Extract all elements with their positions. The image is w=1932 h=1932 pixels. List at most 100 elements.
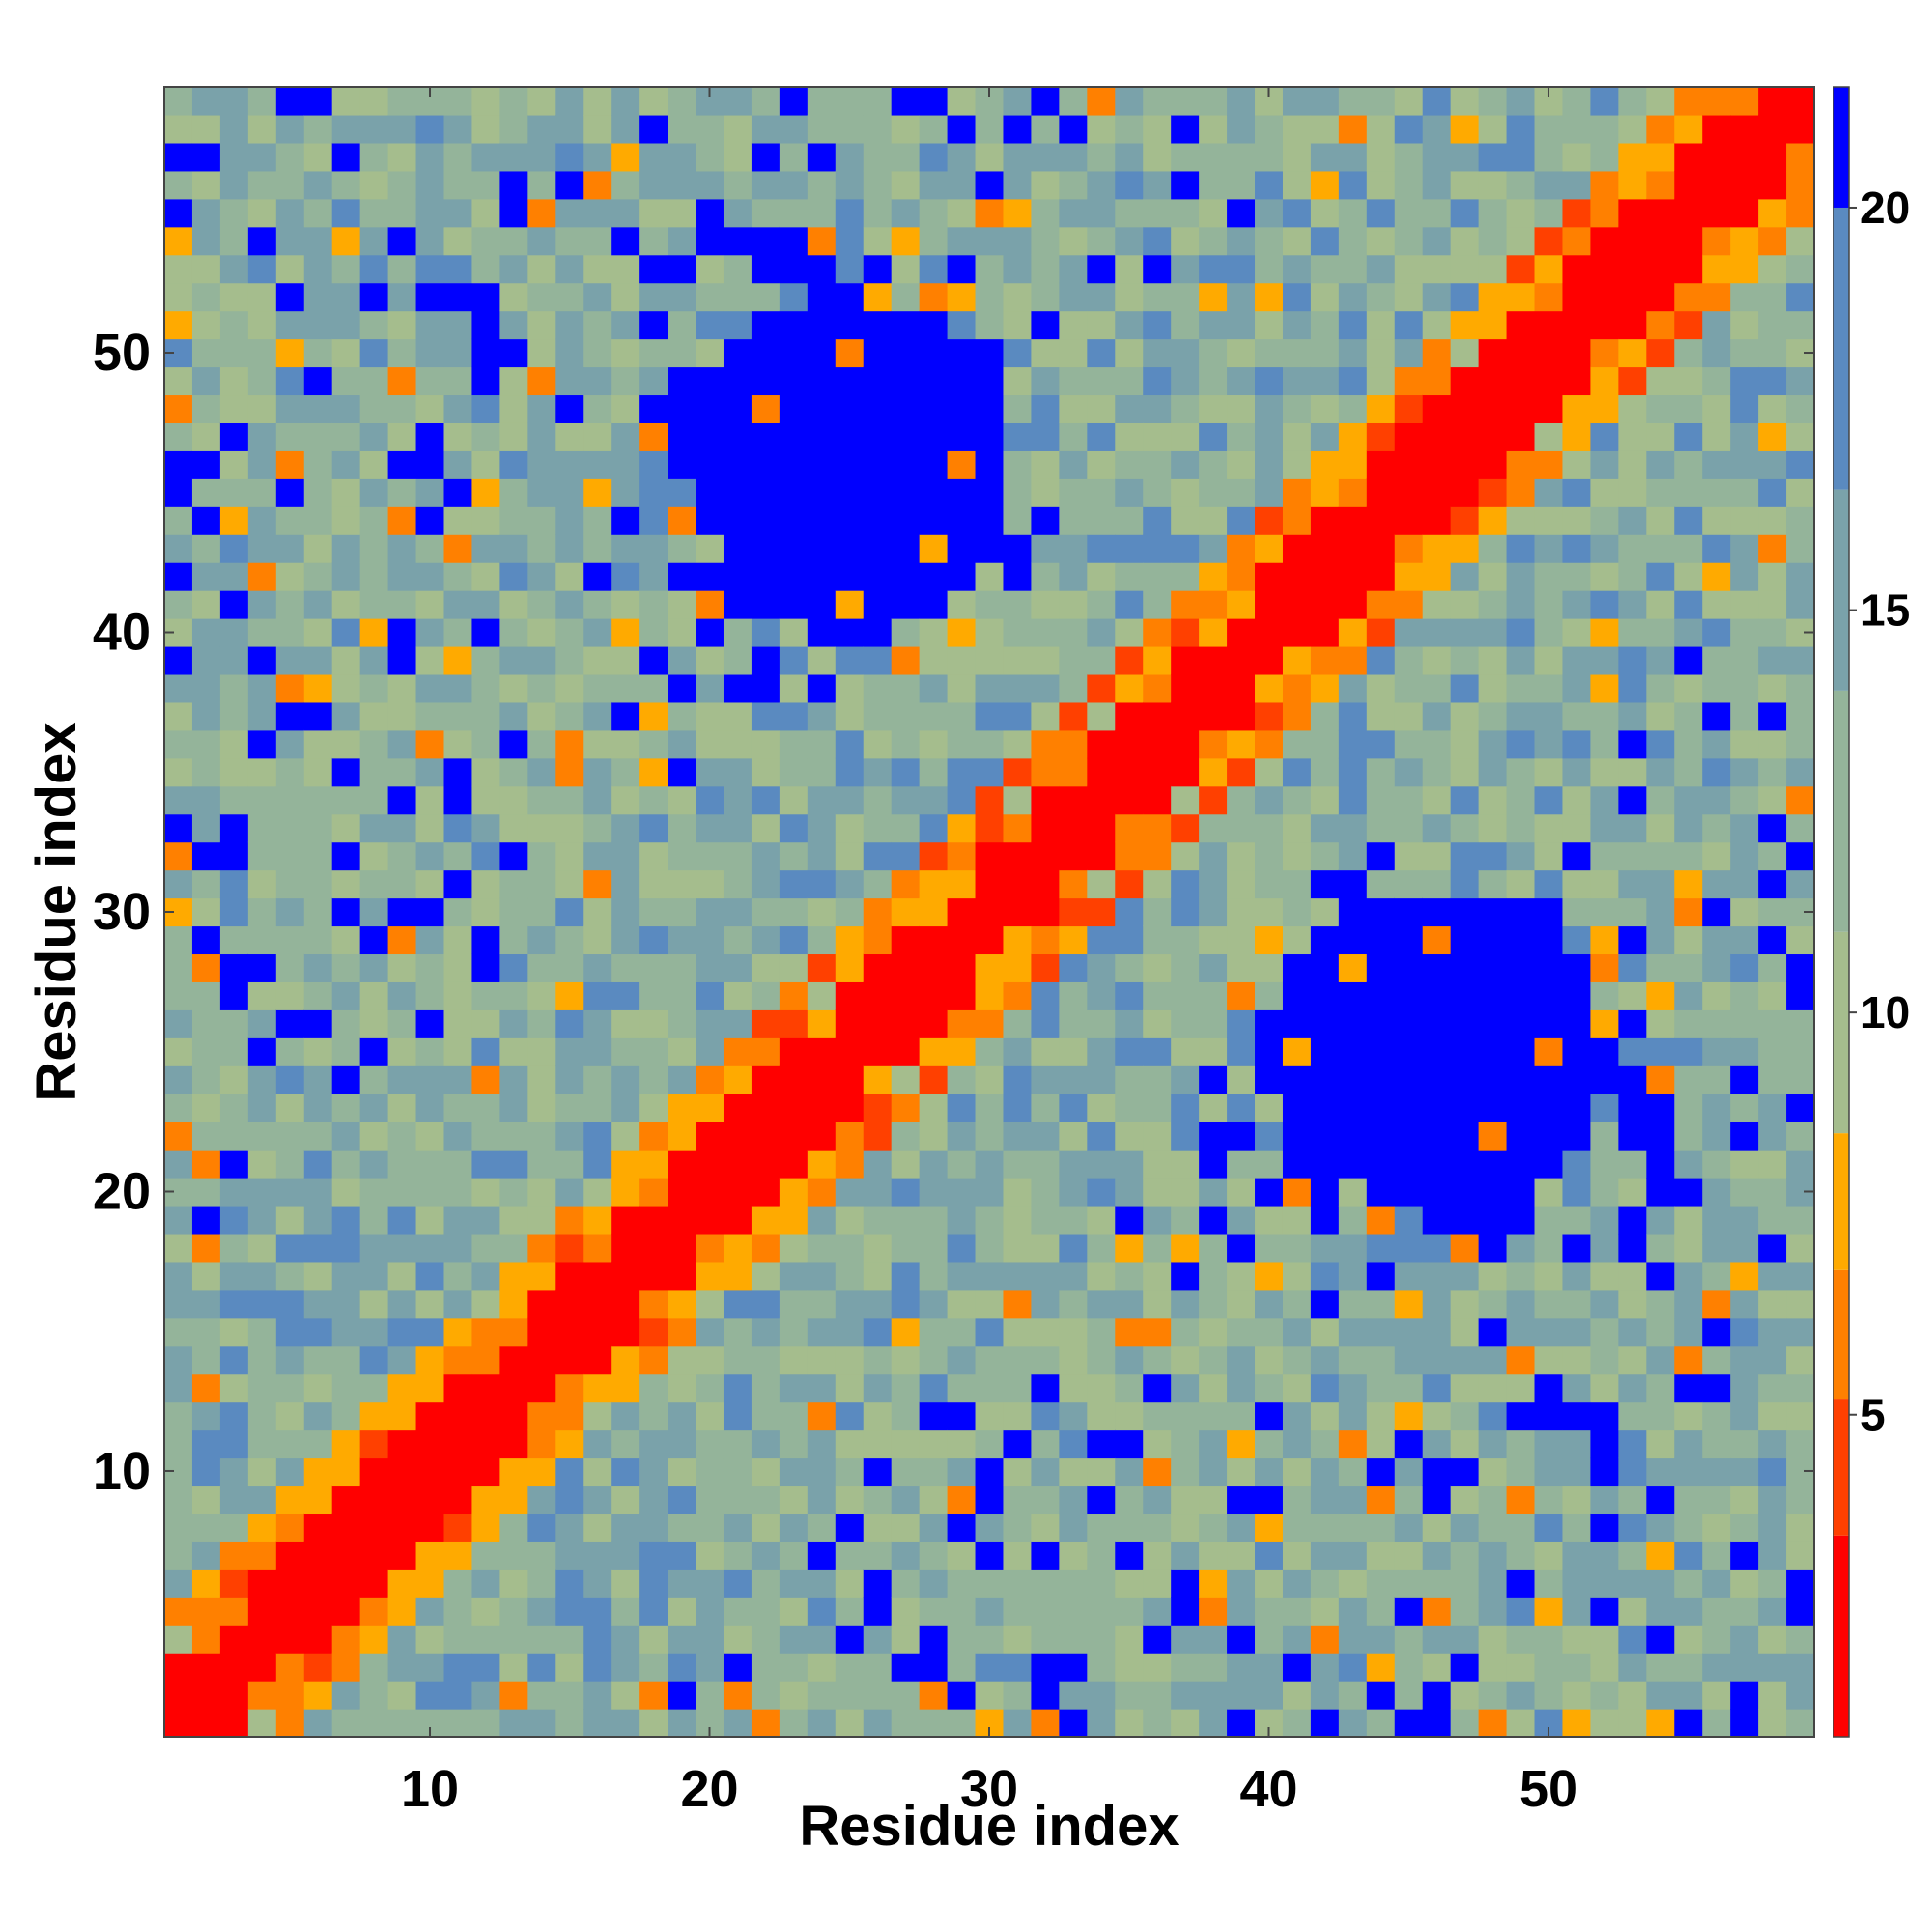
heatmap-cell	[1674, 170, 1703, 200]
heatmap-cell	[891, 226, 921, 256]
heatmap-cell	[639, 590, 668, 619]
heatmap-cell	[668, 785, 696, 815]
heatmap-cell	[471, 226, 500, 256]
heatmap-cell	[387, 1457, 417, 1487]
heatmap-cell	[1199, 645, 1228, 675]
heatmap-cell	[471, 590, 500, 619]
heatmap-cell	[1506, 1625, 1536, 1654]
heatmap-cell	[583, 562, 612, 591]
heatmap-cell	[191, 1233, 221, 1263]
heatmap-cell	[835, 1709, 865, 1738]
heatmap-cell	[1534, 1037, 1564, 1066]
heatmap-cell	[499, 1150, 528, 1179]
heatmap-cell	[247, 114, 277, 144]
heatmap-cell	[1506, 1541, 1536, 1570]
heatmap-cell	[191, 1261, 221, 1291]
heatmap-cell	[1730, 1094, 1759, 1122]
heatmap-cell	[1366, 1653, 1396, 1682]
heatmap-cell	[807, 1513, 837, 1542]
heatmap-cell	[1618, 1373, 1647, 1403]
heatmap-cell	[1199, 87, 1228, 116]
heatmap-cell	[387, 1261, 417, 1291]
heatmap-cell	[1758, 897, 1787, 927]
heatmap-cell	[191, 645, 221, 675]
heatmap-cell	[723, 1065, 753, 1094]
heatmap-cell	[1534, 338, 1564, 368]
heatmap-cell	[247, 534, 277, 563]
heatmap-cell	[1115, 785, 1144, 815]
heatmap-cell	[723, 1485, 753, 1515]
heatmap-cell	[1059, 198, 1088, 228]
heatmap-cell	[1255, 1429, 1284, 1459]
heatmap-cell	[555, 729, 584, 759]
heatmap-cell	[611, 1037, 640, 1066]
heatmap-cell	[1422, 925, 1452, 955]
heatmap-cell	[751, 1205, 781, 1235]
heatmap-cell	[303, 254, 333, 284]
heatmap-cell	[723, 338, 753, 368]
heatmap-cell	[1618, 757, 1647, 787]
heatmap-cell	[1646, 1178, 1675, 1207]
heatmap-cell	[751, 1653, 781, 1682]
heatmap-cell	[1199, 1094, 1228, 1122]
heatmap-cell	[387, 1094, 417, 1122]
heatmap-cell	[1674, 869, 1703, 899]
heatmap-cell	[219, 226, 249, 256]
heatmap-cell	[164, 673, 193, 703]
heatmap-cell	[583, 701, 612, 731]
heatmap-cell	[751, 254, 781, 284]
heatmap-cell	[1394, 1009, 1424, 1038]
heatmap-cell	[1171, 1009, 1200, 1038]
heatmap-cell	[1674, 1513, 1703, 1542]
heatmap-cell	[696, 869, 724, 899]
heatmap-cell	[1059, 1205, 1088, 1235]
heatmap-cell	[975, 897, 1005, 927]
heatmap-cell	[696, 673, 724, 703]
heatmap-cell	[611, 1317, 640, 1347]
heatmap-cell	[1450, 450, 1480, 479]
heatmap-cell	[1730, 785, 1759, 815]
heatmap-cell	[499, 1009, 528, 1038]
heatmap-cell	[415, 590, 445, 619]
heatmap-cell	[1115, 478, 1144, 507]
heatmap-cell	[1199, 729, 1228, 759]
heatmap-cell	[1730, 701, 1759, 731]
heatmap-cell	[555, 1709, 584, 1738]
heatmap-cell	[751, 310, 781, 340]
heatmap-cell	[1282, 1625, 1312, 1654]
heatmap-cell	[555, 981, 584, 1010]
heatmap-cell	[1199, 1569, 1228, 1598]
heatmap-cell	[331, 645, 361, 675]
heatmap-cell	[1227, 226, 1256, 256]
heatmap-cell	[1422, 170, 1452, 200]
heatmap-cell	[499, 366, 528, 396]
heatmap-cell	[1366, 645, 1396, 675]
heatmap-cell	[947, 897, 977, 927]
heatmap-cell	[1758, 1541, 1787, 1570]
heatmap-cell	[1087, 1625, 1116, 1654]
heatmap-cell	[1310, 897, 1340, 927]
heatmap-cell	[611, 953, 640, 982]
heatmap-cell	[191, 673, 221, 703]
heatmap-cell	[1590, 1681, 1619, 1710]
heatmap-cell	[975, 1513, 1005, 1542]
heatmap-cell	[891, 1597, 921, 1626]
heatmap-cell	[696, 1681, 724, 1710]
heatmap-cell	[835, 813, 865, 843]
heatmap-cell	[1702, 478, 1731, 507]
heatmap-cell	[1422, 701, 1452, 731]
heatmap-cell	[1310, 506, 1340, 535]
heatmap-cell	[1171, 869, 1200, 899]
heatmap-cell	[1059, 226, 1088, 256]
heatmap-cell	[1534, 925, 1564, 955]
heatmap-cell	[303, 1513, 333, 1542]
heatmap-cell	[583, 1289, 612, 1319]
heatmap-cell	[1590, 869, 1619, 899]
heatmap-cell	[1143, 1094, 1172, 1122]
heatmap-cell	[807, 953, 837, 982]
heatmap-cell	[1338, 1709, 1368, 1738]
heatmap-cell	[696, 729, 724, 759]
heatmap-cell	[1646, 785, 1675, 815]
heatmap-cell	[1618, 1122, 1647, 1151]
heatmap-cell	[1115, 981, 1144, 1010]
